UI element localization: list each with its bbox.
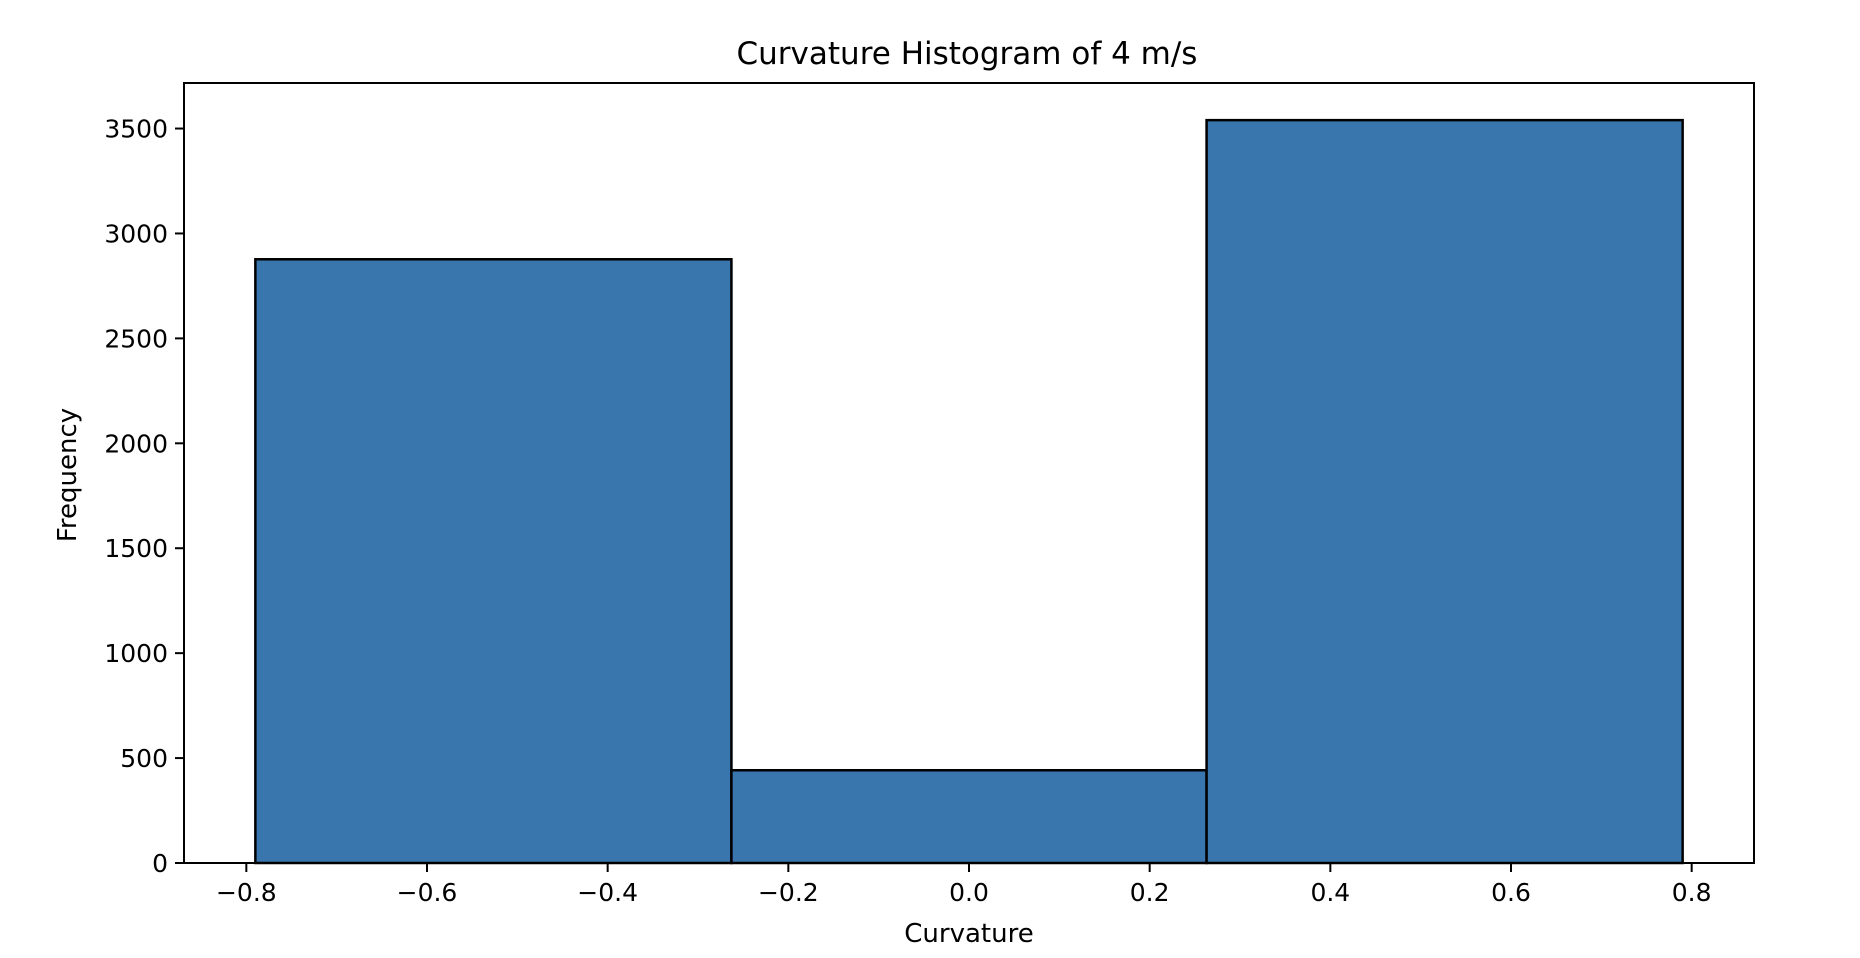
y-tick-label: 2000: [104, 429, 168, 458]
histogram-bar-1: [254, 258, 733, 865]
x-tick-label: 0.0: [949, 878, 989, 907]
y-tick-label: 1500: [104, 534, 168, 563]
y-axis: 0 500 1000 1500 2000 2500 3000 3500: [104, 115, 184, 878]
y-tick-label: 3000: [104, 219, 168, 248]
x-tick-label: −0.6: [397, 878, 458, 907]
x-tick-label: −0.8: [216, 878, 277, 907]
x-axis: −0.8 −0.6 −0.4 −0.2 0.0 0.2 0.4 0.6 0.8: [216, 863, 1712, 907]
x-tick-label: 0.2: [1130, 878, 1170, 907]
y-tick-label: 500: [120, 744, 168, 773]
y-tick-label: 1000: [104, 639, 168, 668]
y-tick-label: 0: [152, 849, 168, 878]
x-axis-label: Curvature: [904, 919, 1033, 949]
histogram-bar-3: [1205, 118, 1684, 865]
y-axis-label: Frequency: [53, 408, 83, 542]
histogram-bar-2: [730, 768, 1208, 865]
bars-group: [254, 118, 1684, 865]
x-tick-label: −0.4: [577, 878, 638, 907]
x-tick-label: 0.6: [1491, 878, 1531, 907]
x-tick-label: 0.8: [1672, 878, 1712, 907]
x-tick-label: 0.4: [1310, 878, 1350, 907]
y-tick-label: 2500: [104, 324, 168, 353]
y-tick-label: 3500: [104, 115, 168, 144]
chart-title: Curvature Histogram of 4 m/s: [737, 36, 1198, 72]
x-tick-label: −0.2: [758, 878, 819, 907]
